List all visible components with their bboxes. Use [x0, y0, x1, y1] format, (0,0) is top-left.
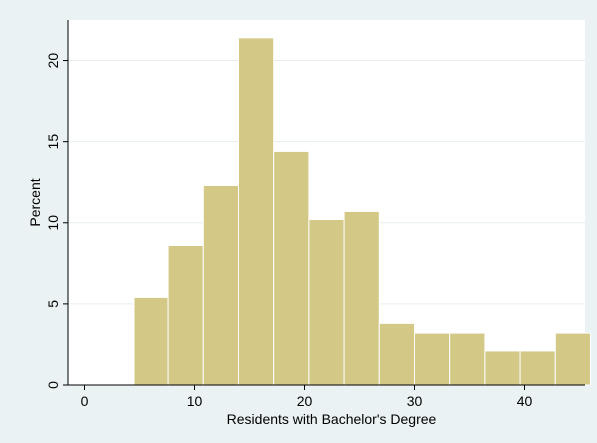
histogram-bar [273, 150, 310, 386]
histogram-bar [202, 184, 240, 386]
histogram-bar [378, 322, 415, 386]
histogram-bar [484, 350, 521, 386]
y-tick-label: 20 [45, 53, 61, 69]
y-tick-label: 5 [45, 300, 61, 308]
x-tick-label: 20 [297, 393, 313, 409]
histogram-bar [519, 350, 556, 386]
x-tick-label: 0 [81, 393, 89, 409]
histogram-bar [414, 332, 451, 386]
y-tick-label: 10 [45, 215, 61, 231]
y-tick-label: 0 [45, 381, 61, 389]
axes: 0 5 10 15 20 0 10 20 30 40 [45, 20, 585, 409]
histogram-bars [133, 37, 591, 386]
y-axis-title: Percent [27, 178, 43, 226]
x-tick-label: 30 [407, 393, 423, 409]
histogram-bar [133, 296, 169, 386]
histogram-bar [308, 219, 345, 386]
y-tick-label: 15 [45, 134, 61, 150]
x-tick-label: 40 [517, 393, 533, 409]
histogram-bar [449, 332, 486, 386]
histogram-bar [554, 332, 591, 386]
histogram-bar [238, 37, 275, 386]
x-axis-title: Residents with Bachelor's Degree [227, 411, 437, 427]
x-tick-label: 10 [187, 393, 203, 409]
histogram-bar [167, 244, 204, 386]
histogram-bar [343, 210, 380, 386]
